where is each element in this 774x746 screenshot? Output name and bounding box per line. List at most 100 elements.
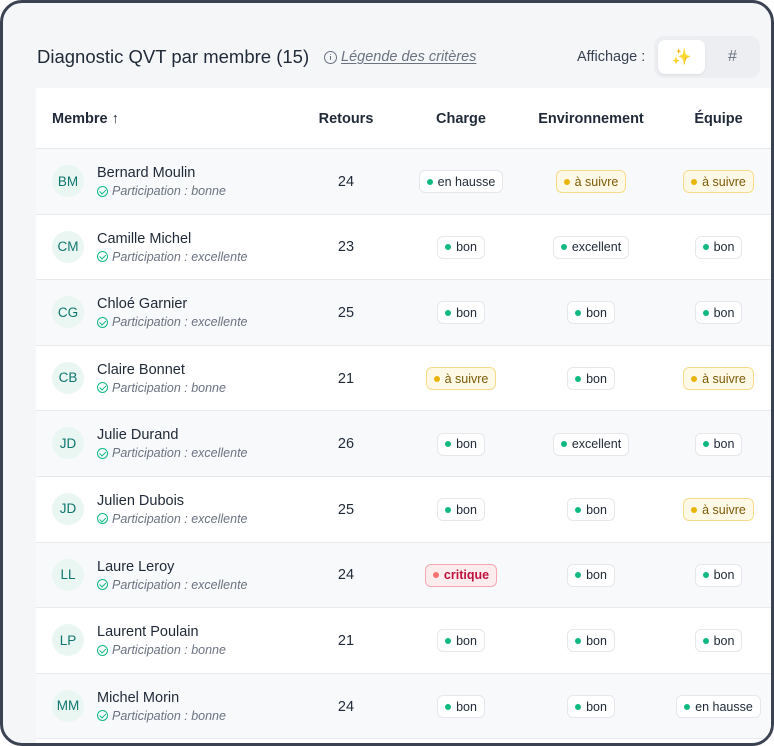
team-cell: bon <box>666 411 771 477</box>
workload-cell: critique <box>406 543 516 609</box>
environment-badge-label: bon <box>586 699 607 714</box>
status-dot-icon <box>702 637 709 644</box>
status-dot-icon <box>426 178 433 185</box>
team-cell: bon <box>666 608 771 674</box>
check-circle-icon <box>97 644 108 656</box>
environment-badge: bon <box>567 498 615 522</box>
table-row[interactable]: CM Camille Michel Participation : excellen… <box>36 215 771 281</box>
environment-badge: à suivre <box>555 170 627 194</box>
qvt-table: Membre ↑ Retours Charge Environnement Éq… <box>36 88 771 743</box>
feedback-count: 24 <box>337 567 355 584</box>
status-dot-icon <box>575 572 582 579</box>
environment-cell: bon <box>531 346 651 412</box>
environment-cell: bon <box>531 477 651 543</box>
criteria-legend-link[interactable]: Légende des critères <box>324 49 476 65</box>
environment-badge-label: bon <box>586 502 607 517</box>
workload-badge-label: à suivre <box>444 371 489 386</box>
avatar: LP <box>52 624 84 657</box>
column-workload[interactable]: Charge <box>436 110 486 127</box>
column-member-sort[interactable]: Membre ↑ <box>52 110 119 127</box>
check-circle-icon <box>97 579 108 591</box>
avatar: CM <box>52 230 84 263</box>
status-dot-icon <box>563 178 570 185</box>
number-toggle[interactable]: # <box>728 48 737 65</box>
table-row[interactable]: JD Julie Durand Participation : excellente… <box>36 411 771 477</box>
team-badge-label: à suivre <box>702 174 746 189</box>
environment-badge: bon <box>567 301 615 325</box>
avatar: CG <box>52 296 84 329</box>
table-row[interactable]: BM Bernard Moulin Participation : bonne 24 e… <box>36 149 771 215</box>
status-dot-icon <box>445 441 452 448</box>
team-badge-label: bon <box>713 437 735 452</box>
participation-label: Participation : bonne <box>112 184 226 198</box>
member-name: Laurent Poulain <box>97 624 199 641</box>
status-dot-icon <box>702 309 709 316</box>
status-dot-icon <box>702 572 709 579</box>
table-row[interactable]: CB Claire Bonnet Participation : bonne 21 à … <box>36 346 771 412</box>
participation-status: Participation : bonne <box>97 184 226 198</box>
participation-label: Participation : excellente <box>112 511 248 526</box>
workload-badge-label: bon <box>456 437 477 452</box>
environment-badge: excellent <box>552 432 630 456</box>
environment-badge-label: bon <box>586 305 607 320</box>
participation-label: Participation : bonne <box>112 643 226 658</box>
team-badge: bon <box>694 432 743 456</box>
status-dot-icon <box>702 244 709 251</box>
participation-status: Participation : excellente <box>97 578 248 592</box>
team-cell: à suivre <box>666 346 771 412</box>
status-dot-icon <box>445 506 452 513</box>
member-name: Julie Durand <box>97 427 179 444</box>
status-dot-icon <box>445 244 452 251</box>
column-feedback[interactable]: Retours <box>318 110 374 127</box>
workload-badge: à suivre <box>425 367 497 391</box>
team-cell: à suivre <box>666 149 771 215</box>
criteria-legend-label: Légende des critères <box>341 49 477 65</box>
workload-badge-label: bon <box>456 305 477 320</box>
status-dot-icon <box>560 244 567 251</box>
column-environment[interactable]: Environnement <box>538 110 644 127</box>
member-name: Camille Michel <box>97 230 192 247</box>
member-name: Bernard Moulin <box>97 165 196 181</box>
member-name: Michel Morin <box>97 689 180 706</box>
workload-badge: bon <box>437 695 485 719</box>
environment-cell: excellent <box>531 215 651 281</box>
feedback-count: 25 <box>337 304 355 321</box>
workload-cell: bon <box>406 608 516 674</box>
workload-badge-label: bon <box>456 699 477 714</box>
member-name: Chloé Garnier <box>97 296 188 313</box>
team-badge: bon <box>694 629 743 653</box>
table-row[interactable]: JD Julien Dubois Participation : excellent… <box>36 477 771 543</box>
environment-badge-label: bon <box>586 371 607 386</box>
workload-badge-label: bon <box>456 633 477 648</box>
avatar: CB <box>52 361 84 394</box>
table-row[interactable]: MM Michel Morin Participation : bonne 24 bon… <box>36 673 771 740</box>
environment-badge: excellent <box>552 235 630 259</box>
sparkles-icon-toggle[interactable]: ✨ <box>658 40 705 74</box>
page-title: Diagnostic QVT par membre (15) <box>37 46 310 67</box>
participation-label: Participation : excellente <box>112 249 248 264</box>
status-dot-icon <box>433 375 440 382</box>
column-team[interactable]: Équipe <box>694 110 743 127</box>
table-row[interactable]: LL Laure Leroy Participation : excellente 2… <box>36 542 771 609</box>
workload-badge-label: en hausse <box>437 174 496 189</box>
workload-badge-label: bon <box>456 240 477 255</box>
workload-badge-label: critique <box>443 568 490 583</box>
team-cell: en hausse <box>666 674 771 740</box>
table-row[interactable]: CG Chloé Garnier Participation : excellent… <box>36 280 771 346</box>
avatar: LL <box>52 558 84 591</box>
check-circle-icon <box>97 447 108 459</box>
environment-cell: bon <box>531 608 651 674</box>
status-dot-icon <box>575 703 582 710</box>
environment-cell: à suivre <box>531 149 651 215</box>
workload-cell: en hausse <box>406 149 516 215</box>
avatar: JD <box>52 427 84 460</box>
table-row[interactable]: LP Laurent Poulain Participation : bonne 21… <box>36 608 771 674</box>
team-badge-label: à suivre <box>702 502 746 517</box>
environment-badge-label: à suivre <box>574 174 619 189</box>
team-badge: à suivre <box>683 367 754 391</box>
workload-cell: bon <box>406 477 516 543</box>
workload-cell: bon <box>406 280 516 346</box>
environment-badge: bon <box>567 695 615 719</box>
status-dot-icon <box>691 178 698 185</box>
team-badge-label: bon <box>713 240 735 255</box>
